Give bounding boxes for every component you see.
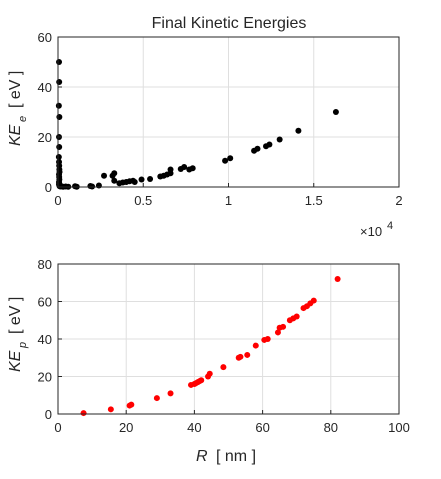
data-point [111,170,118,177]
y-tick-label: 60 [38,295,52,310]
data-point [56,144,63,150]
x-label-unit: [ nm ] [216,448,256,465]
x-tick-label: 1 [225,193,232,208]
data-point [252,342,259,349]
data-point [189,165,196,172]
data-point [276,136,283,143]
data-point [95,182,102,189]
y-label-main: KE [7,350,24,372]
y-label-sub: p [17,342,29,349]
x-multiplier-label: ×10 [360,224,382,239]
data-point [274,329,281,336]
data-point [310,297,317,304]
bottom-grid [57,263,400,415]
y-tick-label: 60 [38,30,52,45]
data-point [220,364,227,371]
data-point [167,390,174,397]
top-x-multiplier: ×10 4 [360,220,393,239]
bottom-plot: 0 20 40 60 80 100 0 20 40 60 80 KE p [ eV ] R [ nm… [7,257,410,465]
data-point [280,323,287,330]
y-label-unit: [ eV ] [7,297,24,334]
data-point [111,177,118,184]
data-point [181,164,188,170]
y-tick-label: 40 [38,80,52,95]
bottom-tick-labels: 0 20 40 60 80 100 0 20 40 60 80 [38,257,410,435]
data-point [101,172,108,179]
data-point [55,102,62,109]
data-point [167,166,174,173]
bottom-y-axis-label: KE p [ eV ] [7,297,29,372]
x-tick-label: 0.5 [134,193,152,208]
data-point [56,59,63,65]
data-point [56,114,63,120]
top-y-axis-label: KE e [ eV ] [7,71,29,146]
top-plot: Final Kinetic Energies 0 0.5 1 1.5 20204060 … [7,15,403,239]
data-point [227,155,234,162]
bottom-data-points [80,276,341,417]
x-tick-label: 80 [324,420,338,435]
x-tick-label: 1.5 [305,193,323,208]
data-point [107,406,114,413]
y-tick-label: 0 [45,407,52,422]
data-point [222,157,229,164]
y-tick-label: 0 [45,180,52,195]
data-point [293,313,300,320]
y-tick-label: 40 [38,332,52,347]
x-label-main: R [196,448,208,465]
data-point [334,276,341,282]
data-point [138,176,145,183]
data-point [80,410,87,417]
x-tick-label: 100 [388,420,410,435]
data-point [206,370,213,377]
data-point [131,179,138,185]
data-point [266,141,273,148]
x-tick-label: 2 [395,193,402,208]
x-tick-label: 40 [187,420,201,435]
y-label-unit: [ eV ] [7,71,24,108]
y-tick-label: 20 [38,370,52,385]
data-point [128,401,135,408]
top-grid [57,36,400,188]
chart-title: Final Kinetic Energies [152,15,307,32]
y-tick-label: 20 [38,130,52,145]
data-point [55,154,62,160]
data-point [295,127,302,134]
data-point [198,377,205,384]
x-tick-label: 0 [54,193,61,208]
data-point [153,395,160,402]
y-tick-label: 80 [38,257,52,272]
x-tick-label: 0 [54,420,61,435]
data-point [147,176,154,182]
y-label-sub: e [17,116,29,122]
x-tick-label: 60 [255,420,269,435]
y-label-main: KE [7,124,24,146]
x-multiplier-exponent: 4 [387,220,393,232]
x-tick-label: 20 [119,420,133,435]
data-point [56,79,63,85]
data-point [264,336,271,342]
data-point [332,109,339,115]
data-point [244,351,251,358]
data-point [237,353,244,360]
bottom-x-axis-label: R [ nm ] [196,448,256,465]
data-point [254,145,261,152]
top-data-points [55,59,339,190]
